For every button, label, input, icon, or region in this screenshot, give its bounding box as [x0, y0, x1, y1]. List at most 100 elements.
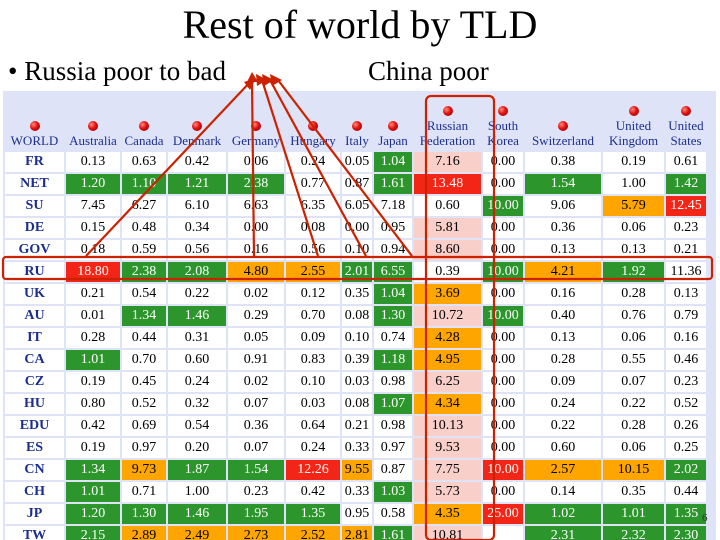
bullet-dot-icon [558, 121, 568, 131]
table-cell: 0.21 [666, 240, 706, 260]
table-cell: 0.00 [483, 328, 523, 348]
table-cell: 4.80 [228, 262, 284, 282]
table-cell: 2.15 [66, 526, 120, 540]
row-label: HU [5, 394, 64, 414]
table-cell: 12.45 [666, 196, 706, 216]
column-header-line1: Russian [426, 118, 469, 133]
table-cell: 0.08 [286, 218, 340, 238]
table-row: DE 0.15 0.48 0.34 0.00 0.08 0.00 0.95 5.81 0.00 0.… [5, 218, 706, 238]
table-cell: 0.14 [525, 482, 601, 502]
table-cell: 1.34 [66, 460, 120, 480]
table-cell: 0.12 [286, 284, 340, 304]
table-cell: 0.42 [168, 152, 226, 172]
arrow-head-australia [244, 78, 256, 90]
table-cell: 1.21 [168, 174, 226, 194]
table-cell: 1.04 [374, 152, 412, 172]
table-cell: 0.08 [342, 394, 372, 414]
table-cell: 0.55 [603, 350, 664, 370]
column-header-line2: WORLD [10, 133, 59, 148]
table-cell: 2.73 [228, 526, 284, 540]
column-header: Canada [122, 93, 166, 150]
table-cell: 0.87 [374, 460, 412, 480]
table-cell: 0.64 [286, 416, 340, 436]
table-row: CN 1.34 9.73 1.87 1.54 12.26 9.55 0.87 7.75 10.00… [5, 460, 706, 480]
table-cell: 0.22 [603, 394, 664, 414]
table-cell: 0.39 [414, 262, 481, 282]
table-cell: 1.35 [286, 504, 340, 524]
table-cell: 0.05 [342, 152, 372, 172]
table-cell: 1.30 [122, 504, 166, 524]
table-cell: 0.00 [483, 240, 523, 260]
table-cell: 0.38 [525, 152, 601, 172]
table-cell: 1.87 [168, 460, 226, 480]
table-cell: 6.55 [374, 262, 412, 282]
bullet-dot-icon [192, 121, 202, 131]
table-cell: 1.61 [374, 174, 412, 194]
bullet-dot-icon [29, 121, 40, 131]
table-cell: 7.45 [66, 196, 120, 216]
column-header-line2: Korea [487, 133, 519, 148]
table-cell: 0.13 [666, 284, 706, 304]
table-cell: 0.33 [342, 438, 372, 458]
table-cell: 0.06 [228, 152, 284, 172]
table-cell: 0.54 [122, 284, 166, 304]
table-cell: 1.00 [603, 174, 664, 194]
row-label: CA [5, 350, 64, 370]
column-header: Hungary [286, 93, 340, 150]
table-cell: 0.42 [66, 416, 120, 436]
table-cell: 10.81 [414, 526, 481, 540]
table-cell: 0.48 [122, 218, 166, 238]
table-cell: 1.95 [228, 504, 284, 524]
table-cell: 0.52 [122, 394, 166, 414]
bullet-dot-icon [498, 106, 508, 116]
table-cell: 1.42 [666, 174, 706, 194]
table-cell: 0.21 [342, 416, 372, 436]
table-row: IT 0.28 0.44 0.31 0.05 0.09 0.10 0.74 4.28 0.00 0.… [5, 328, 706, 348]
row-label: GOV [5, 240, 64, 260]
table-cell: 0.22 [168, 284, 226, 304]
table-cell: 0.60 [414, 196, 481, 216]
table-cell: 10.00 [483, 460, 523, 480]
table-cell: 4.28 [414, 328, 481, 348]
table-cell: 2.32 [603, 526, 664, 540]
table-cell: 0.32 [168, 394, 226, 414]
table-cell: 5.81 [414, 218, 481, 238]
table-cell: 9.06 [525, 196, 601, 216]
table-cell: 9.53 [414, 438, 481, 458]
table-cell: 0.23 [228, 482, 284, 502]
table-cell: 6.10 [168, 196, 226, 216]
table-cell: 0.06 [603, 438, 664, 458]
bullet-dot-icon [88, 121, 98, 131]
column-header-line1: United [615, 118, 652, 133]
column-header-line2: Denmark [172, 133, 222, 148]
table-cell: 0.31 [168, 328, 226, 348]
table-row: HU 0.80 0.52 0.32 0.07 0.03 0.08 1.07 4.34 0.00 0.… [5, 394, 706, 414]
table-cell: 0.44 [666, 482, 706, 502]
table-cell: 0.23 [666, 218, 706, 238]
table-cell: 0.06 [603, 218, 664, 238]
table-cell: 6.63 [228, 196, 284, 216]
table-cell: 0.00 [483, 438, 523, 458]
table-cell: 0.02 [228, 372, 284, 392]
table-cell: 0.02 [228, 284, 284, 304]
table-cell: 0.00 [483, 152, 523, 172]
table-cell: 0.24 [168, 372, 226, 392]
table-cell: 0.34 [168, 218, 226, 238]
table-cell: 4.35 [414, 504, 481, 524]
column-header-line2: Kingdom [608, 133, 659, 148]
table-row: SU 7.45 6.27 6.10 6.63 6.35 6.05 7.18 0.60 10.00 9… [5, 196, 706, 216]
table-cell: 10.00 [483, 262, 523, 282]
table-cell: 0.13 [603, 240, 664, 260]
table-cell: 0.07 [603, 372, 664, 392]
table-cell: 0.70 [122, 350, 166, 370]
table-cell: 1.54 [525, 174, 601, 194]
table-cell: 0.60 [168, 350, 226, 370]
table-cell: 7.18 [374, 196, 412, 216]
bullet-dot-icon [681, 106, 691, 116]
table-cell: 2.49 [168, 526, 226, 540]
table-cell: 6.27 [122, 196, 166, 216]
table-cell: 0.61 [666, 152, 706, 172]
table-cell: 1.01 [66, 350, 120, 370]
table-row: RU 18.80 2.38 2.08 4.80 2.55 2.01 6.55 0.39 10.00… [5, 262, 706, 282]
table-row: AU 0.01 1.34 1.46 0.29 0.70 0.08 1.30 10.72 10.00… [5, 306, 706, 326]
